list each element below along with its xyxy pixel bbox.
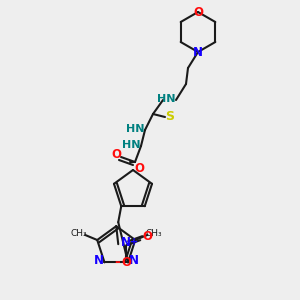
Text: O: O <box>193 5 203 19</box>
Text: +: + <box>130 237 138 247</box>
Text: N: N <box>94 254 103 267</box>
Text: O: O <box>111 148 121 160</box>
Text: O: O <box>134 163 144 176</box>
Text: N: N <box>121 236 131 249</box>
Text: CH₃: CH₃ <box>146 229 163 238</box>
Text: N: N <box>129 254 139 267</box>
Text: HN: HN <box>157 94 175 104</box>
Text: S: S <box>166 110 175 124</box>
Text: CH₃: CH₃ <box>71 229 88 238</box>
Text: HN: HN <box>122 140 140 150</box>
Text: O: O <box>121 256 131 269</box>
Text: N: N <box>193 46 203 59</box>
Text: O: O <box>142 230 152 243</box>
Text: -: - <box>114 255 120 269</box>
Text: HN: HN <box>126 124 144 134</box>
